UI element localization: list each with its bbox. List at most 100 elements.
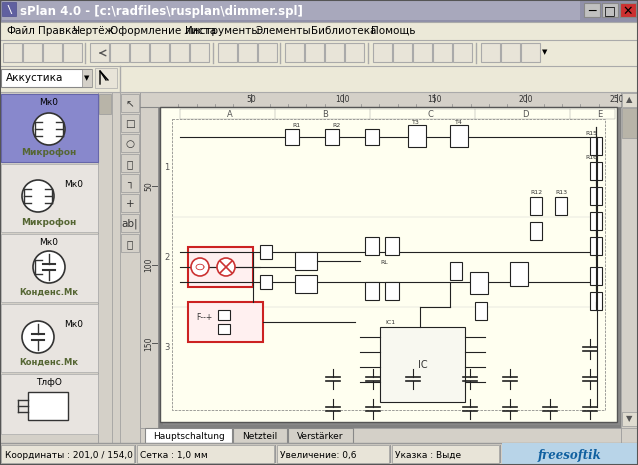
Bar — [170, 43, 189, 62]
Text: T3: T3 — [412, 120, 420, 125]
Bar — [218, 310, 230, 320]
Bar — [0, 92, 120, 443]
Text: \: \ — [6, 5, 12, 15]
Bar — [110, 43, 129, 62]
Text: E: E — [597, 109, 603, 119]
Bar — [0, 92, 98, 443]
Text: ↖: ↖ — [126, 99, 135, 109]
Text: Инструменты: Инструменты — [185, 26, 260, 36]
Bar — [0, 0, 638, 22]
Bar — [145, 428, 232, 443]
Bar — [605, 429, 619, 442]
Bar — [1, 374, 98, 434]
Bar — [1, 164, 98, 232]
Bar — [390, 445, 391, 463]
Bar — [590, 237, 602, 255]
Bar — [28, 392, 68, 420]
Bar — [120, 92, 140, 443]
Bar — [130, 43, 149, 62]
Text: 3: 3 — [165, 343, 170, 352]
Text: Помощь: Помощь — [371, 26, 415, 36]
Bar — [150, 43, 169, 62]
Bar — [365, 237, 379, 255]
Bar — [622, 93, 637, 107]
Text: freesoftik: freesoftik — [538, 449, 602, 461]
Text: 150: 150 — [144, 336, 154, 351]
Bar — [121, 214, 139, 232]
Bar — [481, 43, 500, 62]
Text: □: □ — [604, 5, 616, 18]
Bar — [180, 109, 615, 119]
Text: ab|: ab| — [122, 219, 138, 229]
Bar — [365, 282, 379, 300]
Text: Мк0: Мк0 — [64, 319, 83, 328]
Bar — [137, 445, 274, 463]
Text: Оформление листа: Оформление листа — [110, 26, 216, 36]
Bar — [365, 129, 379, 145]
Bar — [260, 275, 272, 289]
Bar — [98, 92, 112, 443]
Bar — [501, 43, 520, 62]
Text: Мк0: Мк0 — [40, 238, 59, 246]
Text: Координаты : 201,0 / 154,0: Координаты : 201,0 / 154,0 — [5, 451, 133, 459]
Text: 150: 150 — [427, 94, 441, 104]
Circle shape — [191, 258, 209, 276]
Bar — [450, 125, 468, 147]
Text: Увеличение: 0,6: Увеличение: 0,6 — [280, 451, 357, 459]
Bar — [470, 272, 488, 294]
Bar — [121, 134, 139, 152]
Text: ✕: ✕ — [623, 5, 634, 18]
Text: ─: ─ — [588, 5, 596, 18]
Text: sPlan 4.0 - [c:\radfiles\rusplan\dimmer.spl]: sPlan 4.0 - [c:\radfiles\rusplan\dimmer.… — [20, 5, 303, 18]
Bar — [172, 119, 605, 410]
Bar — [277, 445, 389, 463]
Bar — [380, 327, 465, 402]
Bar — [602, 3, 618, 17]
Bar — [140, 428, 621, 443]
Bar — [3, 43, 22, 62]
Bar — [500, 445, 501, 463]
Bar — [95, 68, 117, 88]
Text: R2: R2 — [332, 122, 340, 127]
Text: 50: 50 — [246, 94, 256, 104]
Bar — [295, 252, 317, 270]
Text: Аккустика: Аккустика — [6, 73, 63, 83]
Text: ◄: ◄ — [145, 431, 151, 440]
Bar — [135, 445, 136, 463]
Bar — [2, 1, 580, 20]
Bar — [218, 43, 237, 62]
Text: 250: 250 — [610, 94, 624, 104]
Bar — [1, 234, 98, 302]
Bar — [190, 43, 209, 62]
Bar — [590, 212, 602, 230]
Bar — [0, 40, 638, 66]
Bar — [385, 237, 399, 255]
Text: C: C — [427, 109, 433, 119]
Bar — [453, 43, 472, 62]
Bar — [23, 43, 42, 62]
Bar — [99, 94, 111, 114]
Text: 200: 200 — [518, 94, 533, 104]
Bar — [295, 275, 317, 293]
Bar — [1, 94, 98, 162]
Bar — [233, 428, 287, 443]
Text: Verstärker: Verstärker — [297, 432, 344, 441]
Text: Микрофон: Микрофон — [22, 218, 77, 226]
Bar — [43, 43, 62, 62]
Bar — [121, 234, 139, 252]
Text: ►: ► — [609, 431, 615, 440]
Bar — [140, 92, 621, 428]
Text: 100: 100 — [144, 257, 154, 272]
Bar — [0, 22, 638, 40]
Bar — [82, 69, 92, 87]
Bar — [163, 110, 620, 425]
Bar — [590, 162, 602, 180]
Text: Мк0: Мк0 — [40, 98, 59, 106]
Bar — [450, 262, 462, 280]
Text: Netzteil: Netzteil — [242, 432, 278, 441]
Bar — [0, 443, 638, 465]
Circle shape — [33, 251, 65, 283]
Bar — [408, 125, 426, 147]
Text: Правка: Правка — [38, 26, 78, 36]
Bar — [156, 429, 196, 442]
